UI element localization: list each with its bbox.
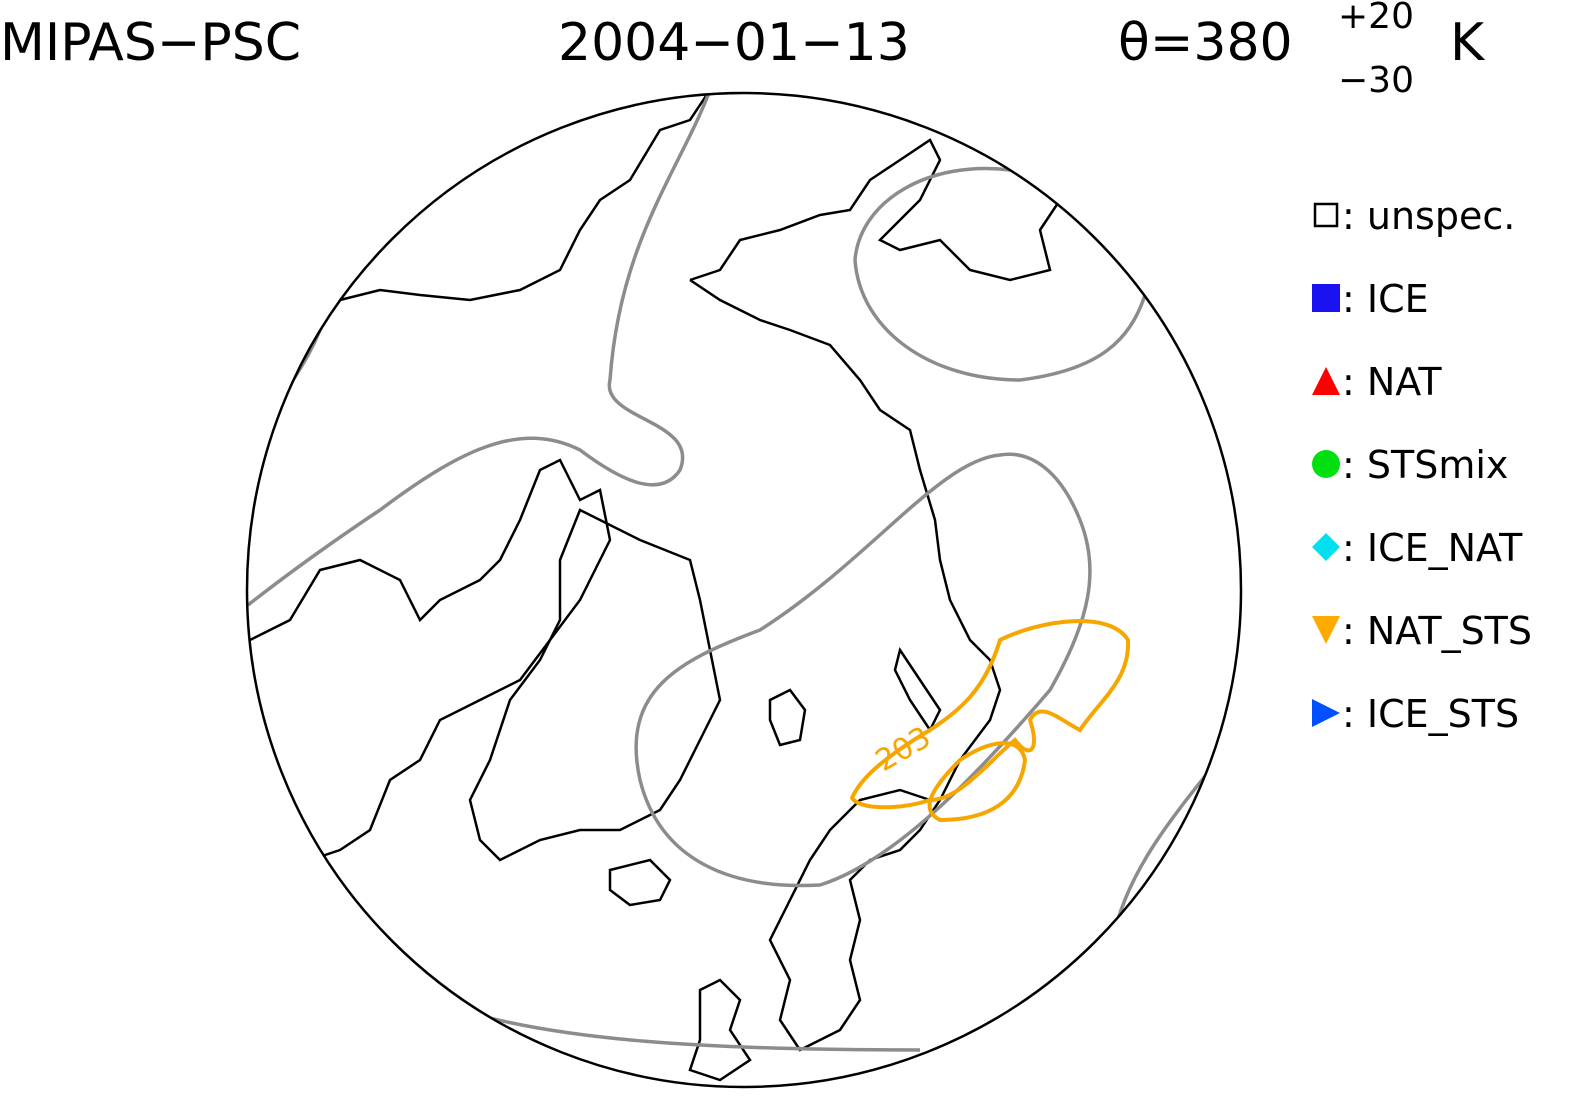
legend-label: : ICE_NAT	[1342, 526, 1523, 570]
iceland	[608, 858, 672, 907]
legend-label: : NAT_STS	[1342, 609, 1532, 653]
coastline	[689, 278, 1002, 1052]
novaya-zemlya	[893, 646, 942, 733]
svalbard	[768, 688, 807, 747]
orange-contour	[927, 741, 1028, 823]
legend-symbol	[1312, 616, 1340, 644]
canada-coast	[249, 458, 612, 862]
map-content: 203	[247, 93, 1212, 1082]
instrument-title: MIPAS−PSC	[0, 13, 301, 73]
coastline	[689, 138, 1062, 282]
legend-symbol	[1313, 202, 1339, 228]
legend-symbol	[1312, 450, 1340, 478]
contour-label: 203	[870, 720, 937, 779]
legend-symbol	[1312, 367, 1340, 395]
britain	[688, 978, 752, 1082]
contour-line	[459, 1008, 921, 1052]
legend-label: : STSmix	[1342, 443, 1508, 487]
legend-label: : ICE	[1342, 277, 1429, 321]
theta-unit: K	[1450, 13, 1486, 73]
contour-line	[853, 166, 1147, 382]
coastline	[339, 93, 712, 302]
map-border	[245, 91, 1243, 1089]
legend-symbol	[1312, 284, 1340, 312]
theta-upper: +20	[1338, 0, 1414, 37]
theta-title: θ=380	[1118, 13, 1293, 73]
date-title: 2004−01−13	[558, 13, 910, 73]
contour-line	[247, 93, 712, 607]
legend-symbol	[1312, 699, 1340, 727]
legend-label: : NAT	[1342, 360, 1442, 404]
contour-line	[278, 299, 332, 401]
contour-line	[1113, 768, 1212, 931]
orange-contour	[849, 619, 1131, 810]
greenland	[468, 508, 722, 862]
legend-symbol	[1312, 533, 1340, 561]
legend-label: : ICE_STS	[1342, 692, 1519, 736]
contour-line	[634, 452, 1092, 888]
theta-lower: −30	[1338, 60, 1414, 101]
legend: : unspec. : ICE : NAT : STSmix : ICE_NAT : NA…	[1312, 194, 1532, 736]
legend-label: : unspec.	[1342, 194, 1515, 238]
